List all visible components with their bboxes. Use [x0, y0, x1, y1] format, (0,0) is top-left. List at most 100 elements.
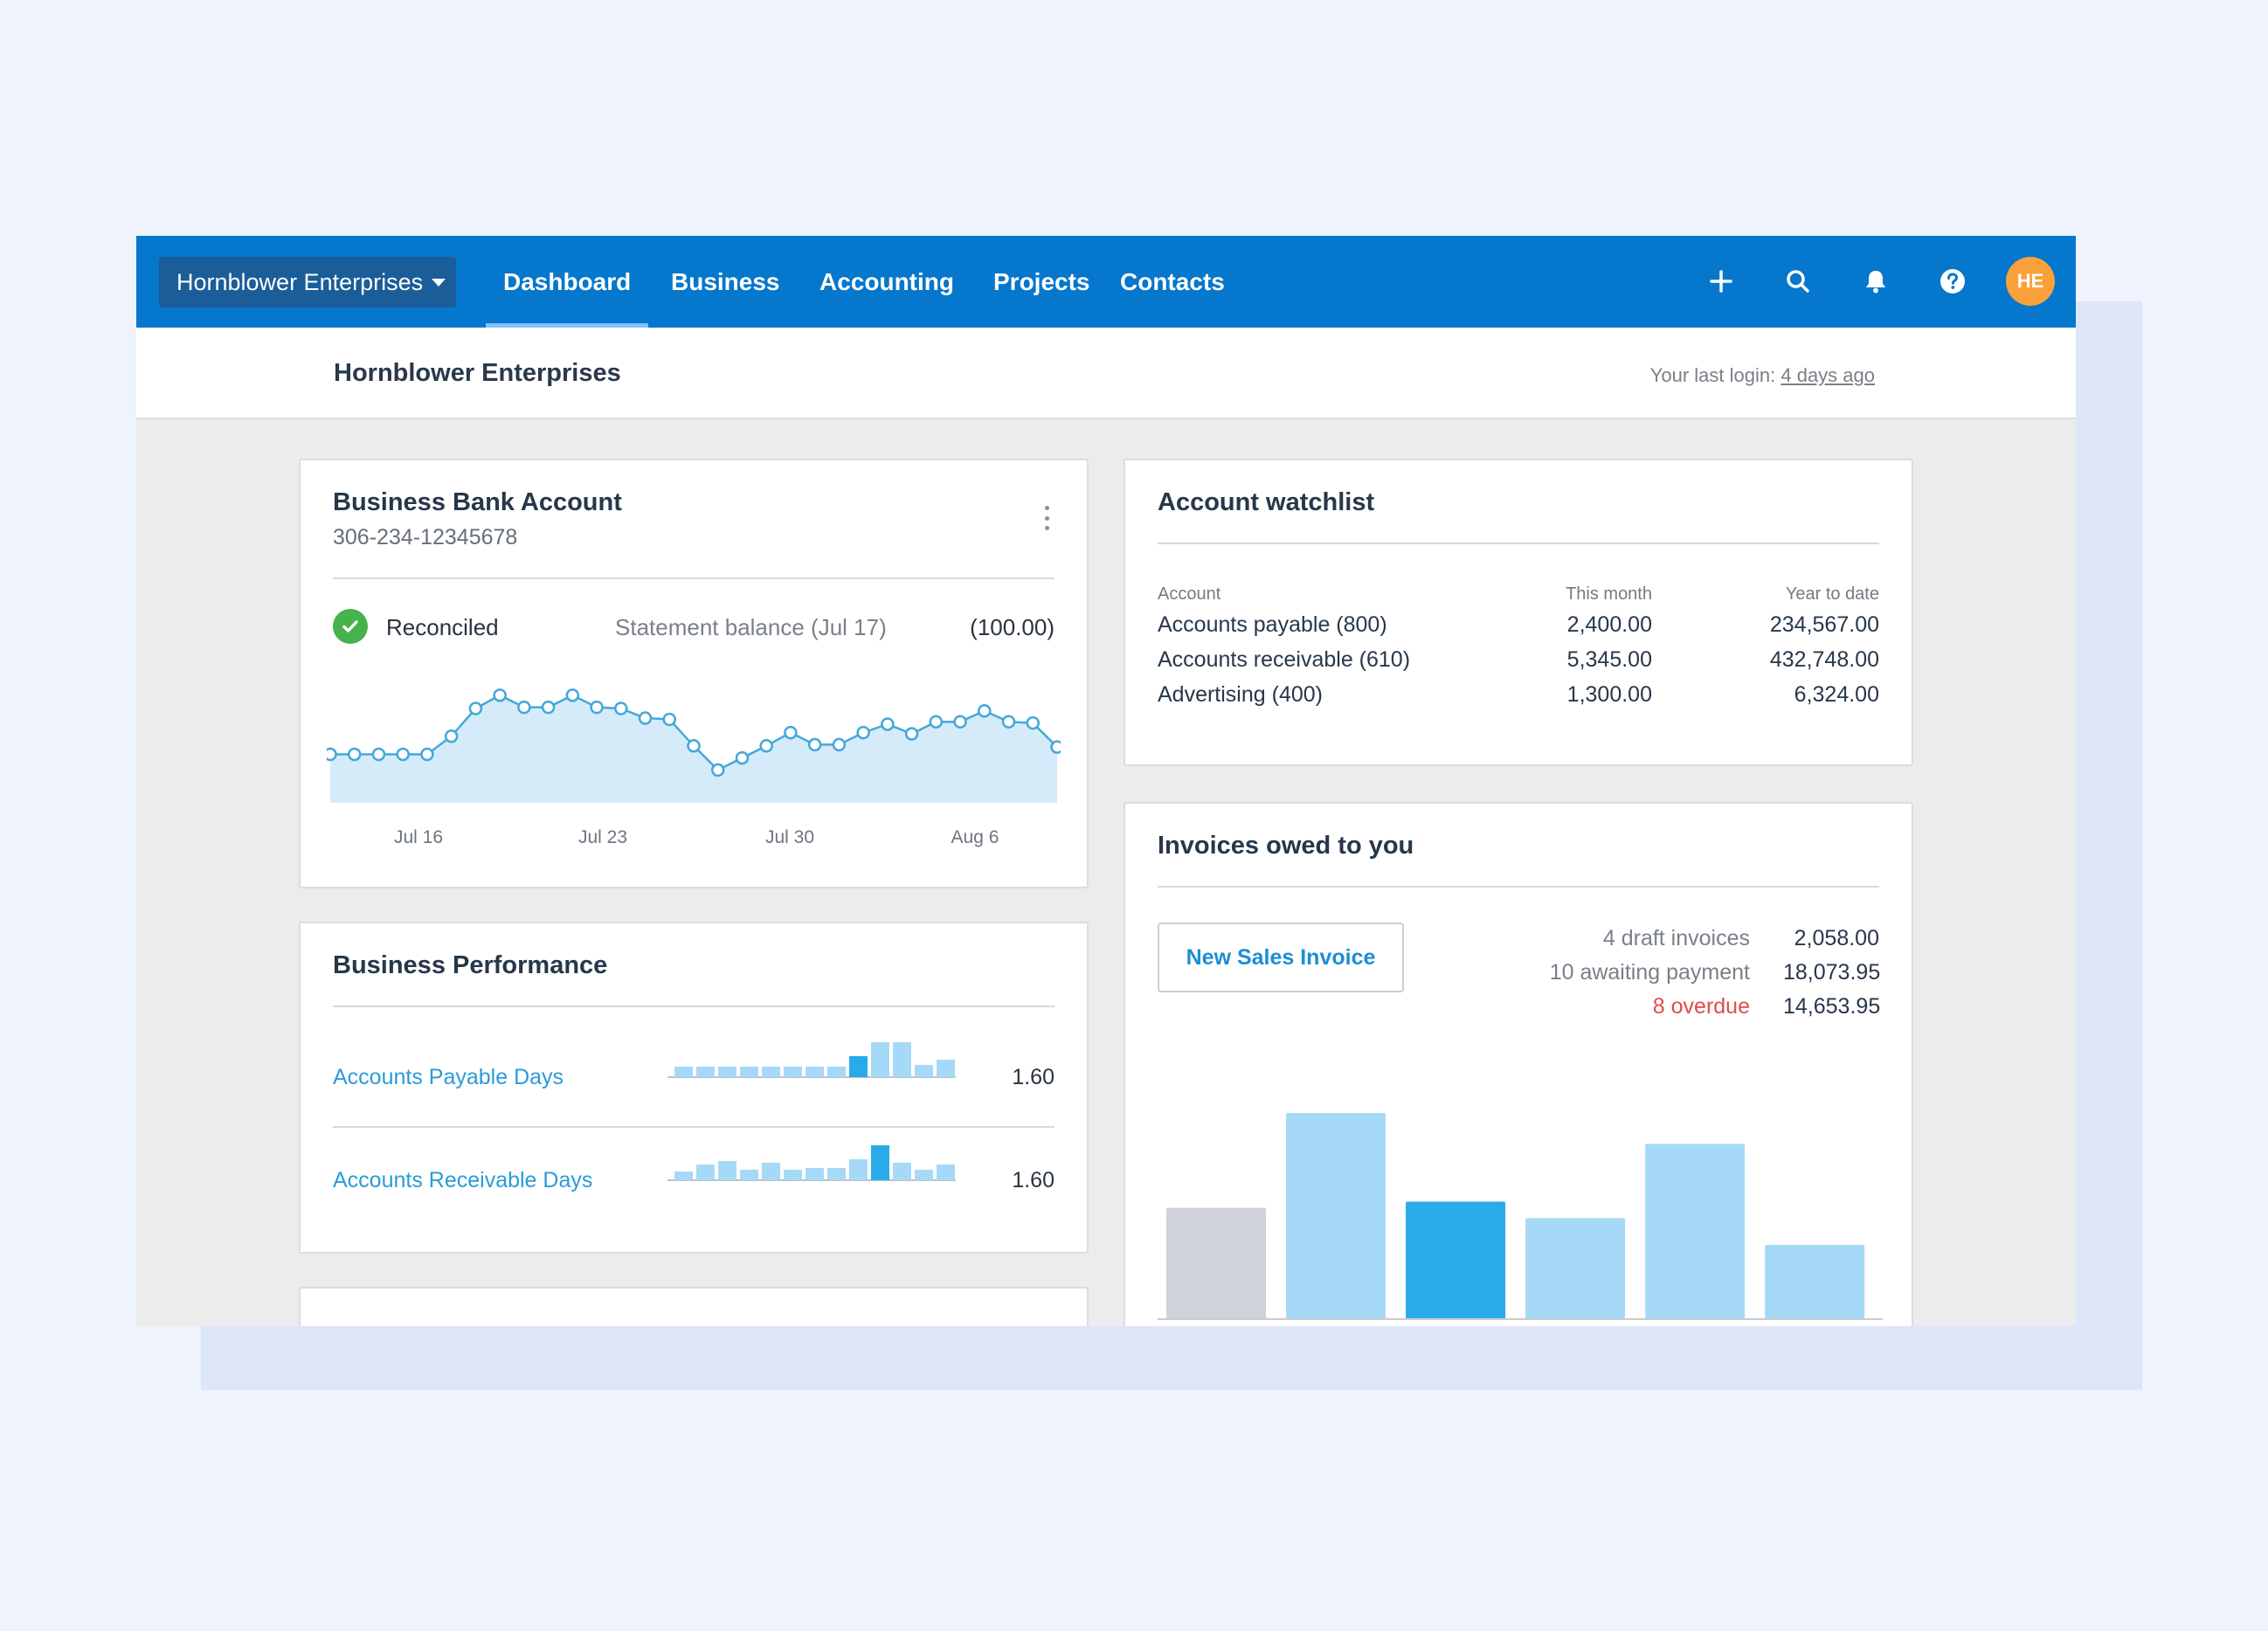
page-title: Hornblower Enterprises — [334, 359, 621, 387]
sparkline-bar — [696, 1165, 715, 1180]
balance-point — [1001, 715, 1016, 729]
balance-point — [953, 715, 967, 729]
sparkline-bar — [806, 1067, 824, 1077]
this-month-value: 2,400.00 — [1566, 612, 1652, 637]
invoices-title[interactable]: Invoices owed to you — [1158, 832, 1414, 860]
x-tick-label: Jul 16 — [393, 827, 444, 847]
sparkline-bar — [718, 1067, 736, 1077]
invoice-bar — [1525, 1218, 1626, 1319]
x-tick-label: Aug 6 — [951, 827, 999, 847]
accounts-receivable-days-link[interactable]: Accounts Receivable Days — [333, 1168, 593, 1192]
draft-invoices-summary[interactable]: 4 draft invoices 2,058.00 — [1603, 926, 1879, 951]
balance-point — [493, 688, 507, 702]
sparkline-bar — [893, 1042, 911, 1077]
sparkline-bar — [762, 1163, 780, 1180]
this-month-value: 1,300.00 — [1566, 682, 1652, 707]
divider — [333, 1126, 1054, 1128]
sparkline-bar — [784, 1170, 802, 1180]
last-login-prefix: Your last login: — [1649, 364, 1776, 386]
top-nav: Hornblower Enterprises Dashboard Busines… — [136, 236, 2076, 328]
sparkline-bar — [849, 1056, 868, 1077]
bell-icon[interactable] — [1857, 262, 1895, 301]
year-to-date-value: 234,567.00 — [1769, 612, 1879, 637]
sparkline-bar — [784, 1067, 802, 1077]
invoices-bar-chart: OlderOct 30 - Nov 5This weekNov 13 - 19N… — [1158, 1113, 1883, 1320]
invoice-bar — [1286, 1113, 1386, 1319]
balance-point — [468, 701, 483, 715]
sparkline-bar — [937, 1165, 955, 1180]
search-icon[interactable] — [1779, 262, 1817, 301]
invoice-bar — [1765, 1245, 1865, 1319]
table-row[interactable]: Advertising (400) 1,300.00 6,324.00 — [1158, 682, 1879, 708]
sparkline-bar — [915, 1065, 933, 1077]
tab-business[interactable]: Business — [671, 267, 780, 295]
payable-days-sparkline — [667, 1042, 956, 1078]
balance-point — [832, 737, 847, 752]
watchlist-title[interactable]: Account watchlist — [1158, 488, 1375, 516]
overdue-summary[interactable]: 8 overdue 14,653.95 — [1653, 994, 1881, 1019]
tab-projects[interactable]: Projects — [993, 267, 1090, 295]
awaiting-payment-summary[interactable]: 10 awaiting payment 18,073.95 — [1549, 960, 1881, 985]
balance-point — [856, 725, 870, 740]
tab-contacts[interactable]: Contacts — [1120, 267, 1225, 295]
balance-point — [541, 700, 556, 715]
help-icon[interactable] — [1933, 262, 1972, 301]
x-tick-label: Jul 23 — [577, 827, 628, 847]
org-switcher[interactable]: Hornblower Enterprises — [159, 257, 456, 308]
summary-label: 10 awaiting payment — [1549, 960, 1750, 985]
plus-icon[interactable] — [1702, 262, 1740, 301]
check-icon — [333, 609, 368, 644]
balance-point — [1026, 715, 1041, 730]
divider — [333, 577, 1054, 579]
balance-point — [929, 715, 944, 729]
reconciled-status: Reconciled — [386, 614, 499, 640]
summary-value: 14,653.95 — [1783, 994, 1881, 1019]
sparkline-bar — [871, 1145, 889, 1180]
table-row[interactable]: Accounts receivable (610) 5,345.00 432,7… — [1158, 647, 1879, 673]
sparkline-bar — [674, 1171, 693, 1180]
app-window: Hornblower Enterprises Dashboard Busines… — [136, 236, 2076, 1326]
sparkline-bar — [827, 1067, 846, 1077]
balance-point — [638, 711, 653, 725]
last-login: Your last login: 4 days ago — [1650, 364, 1875, 387]
balance-point — [590, 700, 604, 715]
bank-card-title[interactable]: Business Bank Account — [333, 488, 622, 516]
balance-point — [710, 763, 725, 777]
divider — [333, 1006, 1054, 1007]
caret-down-icon — [432, 278, 446, 287]
new-sales-invoice-button[interactable]: New Sales Invoice — [1158, 923, 1404, 992]
column-header: Account — [1158, 584, 1221, 604]
invoice-bar — [1406, 1201, 1506, 1319]
balance-point — [444, 729, 459, 743]
account-name: Accounts payable (800) — [1158, 612, 1387, 637]
balance-point — [614, 701, 628, 715]
table-row[interactable]: Accounts payable (800) 2,400.00 234,567.… — [1158, 612, 1879, 638]
tab-dashboard[interactable]: Dashboard — [485, 236, 649, 328]
last-login-link[interactable]: 4 days ago — [1781, 364, 1875, 386]
balance-point — [662, 712, 677, 727]
user-avatar[interactable]: HE — [2006, 257, 2055, 306]
balance-point — [904, 727, 919, 741]
sparkline-bar — [740, 1067, 758, 1077]
column-header: This month — [1566, 584, 1652, 604]
bank-account-card: Business Bank Account 306-234-12345678 R… — [299, 459, 1089, 888]
receivable-days-sparkline — [667, 1145, 956, 1181]
more-options-icon[interactable] — [1045, 506, 1050, 530]
sparkline-bar — [937, 1060, 955, 1077]
balance-point — [420, 747, 434, 762]
sparkline-bar — [827, 1168, 846, 1180]
watchlist-header-row: Account This month Year to date — [1158, 584, 1879, 605]
tab-accounting[interactable]: Accounting — [819, 267, 954, 295]
performance-card-title[interactable]: Business Performance — [333, 951, 608, 979]
sparkline-bar — [696, 1067, 715, 1077]
accounts-payable-days-link[interactable]: Accounts Payable Days — [333, 1065, 564, 1089]
sparkline-bar — [915, 1170, 933, 1180]
page-header: Hornblower Enterprises Your last login: … — [136, 328, 2076, 419]
balance-point — [517, 700, 531, 715]
balance-point — [759, 739, 773, 753]
balance-point — [978, 704, 992, 718]
sparkline-bar — [674, 1067, 693, 1077]
balance-point — [735, 750, 750, 765]
this-month-value: 5,345.00 — [1566, 647, 1652, 672]
account-name: Advertising (400) — [1158, 682, 1323, 707]
